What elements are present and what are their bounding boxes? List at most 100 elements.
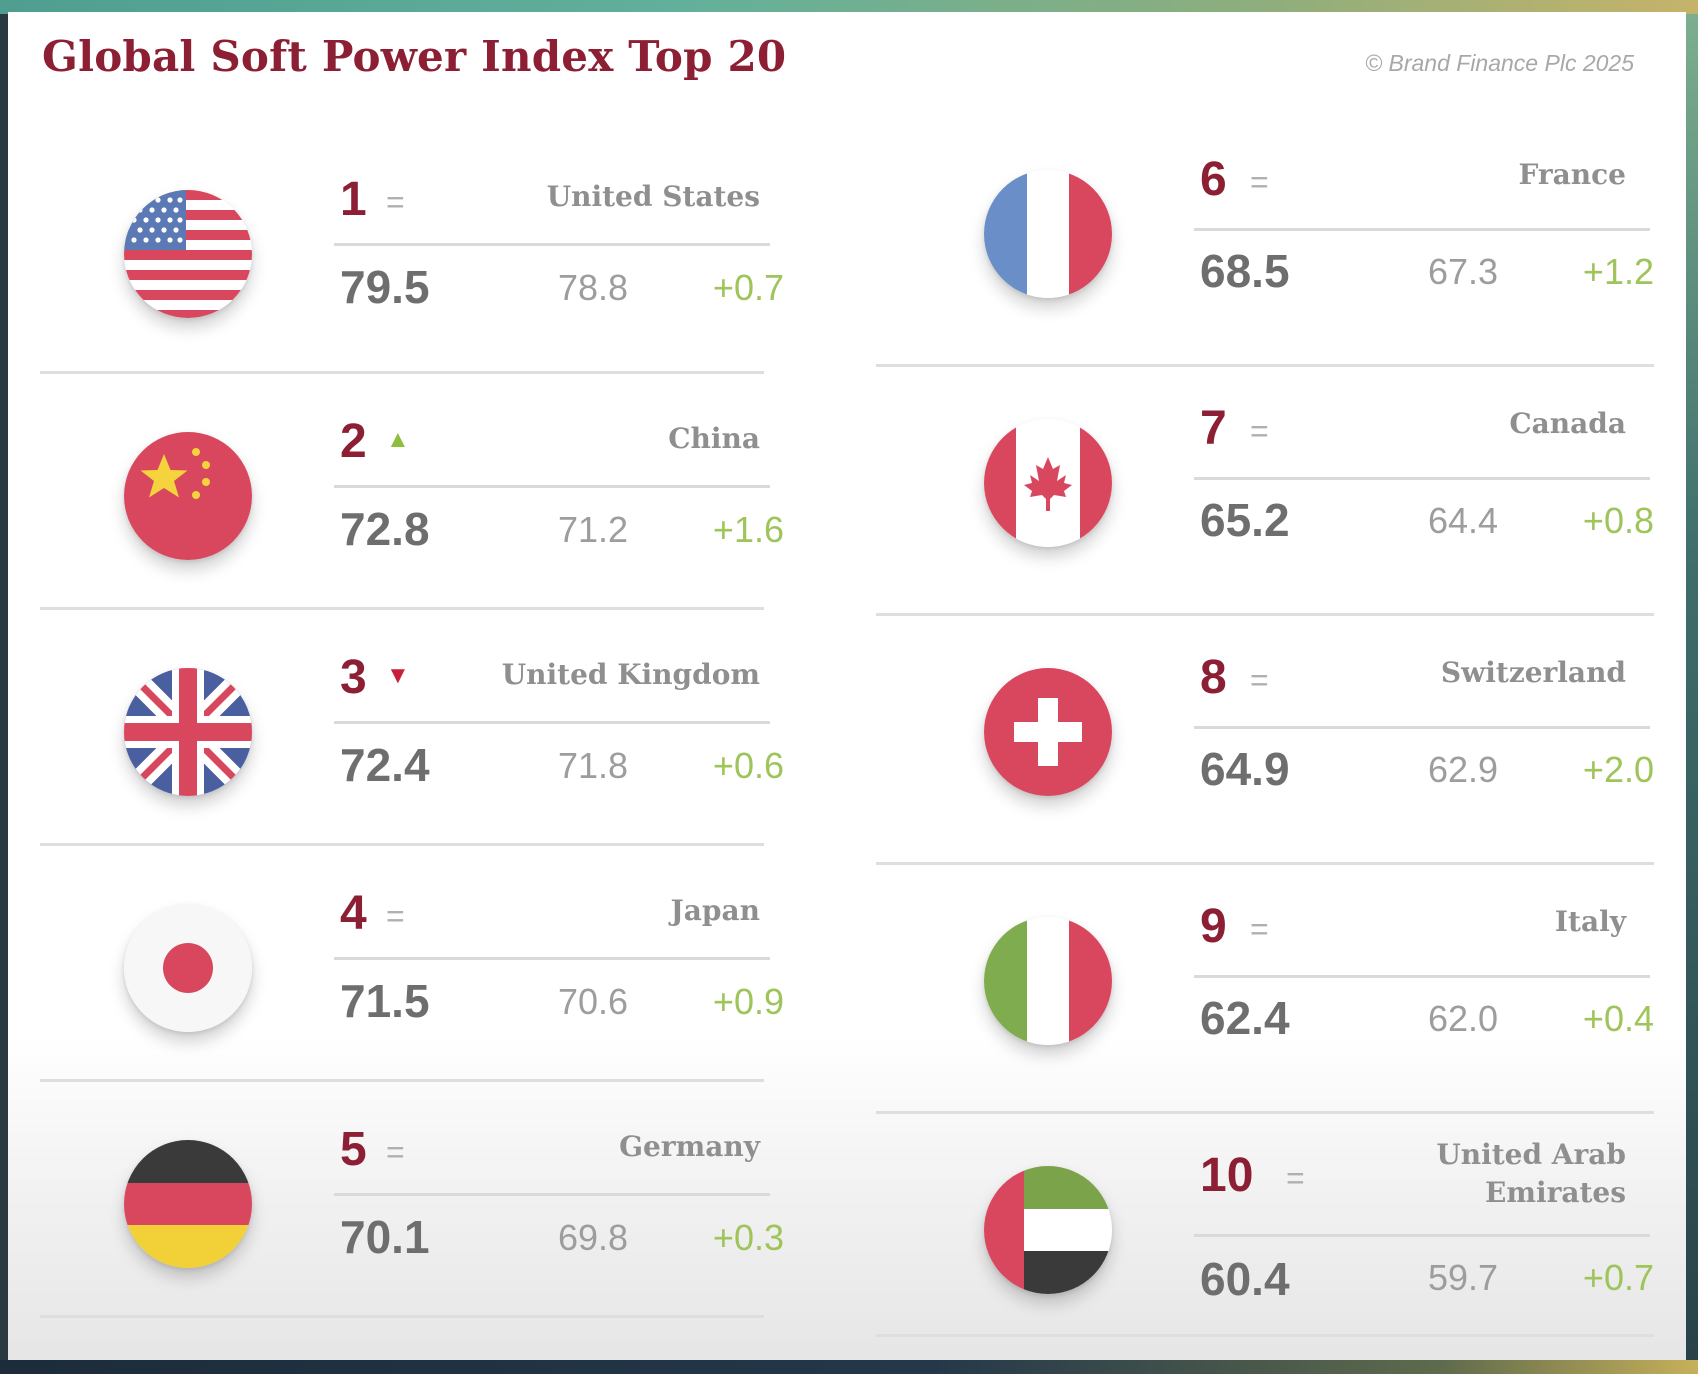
country-name: Switzerland [1440, 656, 1626, 689]
country-name: China [668, 422, 760, 455]
current-score: 70.1 [340, 1211, 430, 1263]
country-name: Japan [670, 894, 760, 927]
ranking-entry-canada: 7 = Canada 65.2 64.4 +0.8 [876, 367, 1654, 616]
row-divider [1194, 1234, 1650, 1237]
country-name: Italy [1554, 905, 1626, 938]
current-score: 65.2 [1200, 494, 1290, 546]
previous-score: 71.2 [558, 509, 629, 550]
france-flag-icon [984, 170, 1112, 298]
country-name-line-2: Emirates [1484, 1176, 1626, 1209]
trend-equal-icon: = [1286, 1160, 1305, 1196]
current-score: 72.4 [340, 739, 430, 791]
country-name: United Arab Emirates [1326, 1136, 1626, 1212]
score-change: +0.4 [1582, 998, 1654, 1039]
ranking-entry-united-states: 1 = United States 79.5 78.8 +0.7 [40, 132, 784, 374]
current-score: 71.5 [340, 975, 430, 1027]
current-score: 68.5 [1200, 245, 1290, 297]
japan-flag-icon [124, 904, 252, 1032]
previous-score: 78.8 [558, 267, 629, 308]
score-change: +2.0 [1582, 749, 1654, 790]
ranking-entry-germany: 5 = Germany 70.1 69.8 +0.3 [40, 1082, 784, 1318]
bottom-accent-bar [0, 1360, 1698, 1374]
row-divider [1194, 726, 1650, 729]
previous-score: 59.7 [1428, 1257, 1499, 1298]
rank-number: 3 [340, 651, 367, 704]
rank-number: 8 [1200, 651, 1227, 704]
previous-score: 62.9 [1428, 749, 1499, 790]
rank-number: 5 [340, 1123, 367, 1176]
score-change: +0.3 [712, 1217, 784, 1258]
row-divider [1194, 477, 1650, 480]
current-score: 64.9 [1200, 743, 1290, 795]
trend-equal-icon: = [386, 898, 405, 934]
uae-flag-icon [984, 1166, 1112, 1294]
score-change: +1.6 [712, 509, 784, 550]
row-divider [334, 1193, 770, 1196]
rank-number: 9 [1200, 900, 1227, 953]
ranking-entry-switzerland: 8 = Switzerland 64.9 62.9 +2.0 [876, 616, 1654, 865]
score-change: +0.7 [1582, 1257, 1654, 1298]
germany-flag-icon [124, 1140, 252, 1268]
ranking-entry-france: 6 = France 68.5 67.3 +1.2 [876, 118, 1654, 367]
trend-equal-icon: = [1250, 164, 1269, 200]
china-flag-icon [124, 432, 252, 560]
country-name: Germany [619, 1130, 760, 1163]
previous-score: 67.3 [1428, 251, 1499, 292]
ranking-card: Global Soft Power Index Top 20 © Brand F… [8, 12, 1686, 1360]
row-divider [1194, 228, 1650, 231]
score-change: +1.2 [1582, 251, 1654, 292]
top-accent-bar [0, 0, 1698, 14]
previous-score: 70.6 [558, 981, 629, 1022]
row-divider [334, 485, 770, 488]
page-title: Global Soft Power Index Top 20 [42, 32, 787, 81]
ranking-entry-italy: 9 = Italy 62.4 62.0 +0.4 [876, 865, 1654, 1114]
rank-number: 2 [340, 415, 367, 468]
score-change: +0.7 [712, 267, 784, 308]
previous-score: 64.4 [1428, 500, 1499, 541]
rank-number: 4 [340, 887, 367, 940]
trend-equal-icon: = [1250, 911, 1269, 947]
row-divider [334, 243, 770, 246]
previous-score: 71.8 [558, 745, 629, 786]
current-score: 60.4 [1200, 1253, 1290, 1305]
us-flag-icon [124, 190, 252, 318]
copyright-notice: © Brand Finance Plc 2025 [1365, 50, 1634, 76]
country-name-line-1: United Arab [1436, 1138, 1626, 1171]
country-name: Canada [1509, 407, 1626, 440]
ranking-entry-japan: 4 = Japan 71.5 70.6 +0.9 [40, 846, 784, 1082]
country-name: France [1518, 158, 1626, 191]
trend-up-icon: ▲ [386, 426, 410, 453]
trend-equal-icon: = [386, 1134, 405, 1170]
current-score: 72.8 [340, 503, 430, 555]
italy-flag-icon [984, 917, 1112, 1045]
rank-number: 6 [1200, 153, 1227, 206]
current-score: 62.4 [1200, 992, 1290, 1044]
score-change: +0.8 [1582, 500, 1654, 541]
rank-number: 7 [1200, 402, 1227, 455]
right-edge-strip [1686, 14, 1698, 1360]
row-divider [1194, 975, 1650, 978]
canada-flag-icon [984, 419, 1112, 547]
switzerland-flag-icon [984, 668, 1112, 796]
ranking-entry-china: 2 ▲ China 72.8 71.2 +1.6 [40, 374, 784, 610]
trend-equal-icon: = [1250, 662, 1269, 698]
country-name: United States [546, 180, 760, 213]
rank-number: 1 [340, 173, 367, 226]
ranking-entry-united-kingdom: 3 ▼ United Kingdom 72.4 71.8 +0.6 [40, 610, 784, 846]
rank-number: 10 [1200, 1149, 1254, 1202]
ranking-column-right: 6 = France 68.5 67.3 +1.2 7 = Canada 65.… [876, 118, 1654, 1337]
row-divider [334, 957, 770, 960]
current-score: 79.5 [340, 261, 430, 313]
score-change: +0.9 [712, 981, 784, 1022]
trend-equal-icon: = [1250, 413, 1269, 449]
ranking-column-left: 1 = United States 79.5 78.8 +0.7 [40, 132, 784, 1318]
row-divider [334, 721, 770, 724]
score-change: +0.6 [712, 745, 784, 786]
ranking-entry-united-arab-emirates: 10 = United Arab Emirates 60.4 59.7 +0.7 [876, 1114, 1654, 1337]
trend-down-icon: ▼ [386, 662, 410, 689]
uk-flag-icon [124, 668, 252, 796]
previous-score: 62.0 [1428, 998, 1499, 1039]
trend-equal-icon: = [386, 184, 405, 220]
previous-score: 69.8 [558, 1217, 629, 1258]
country-name: United Kingdom [501, 658, 760, 691]
